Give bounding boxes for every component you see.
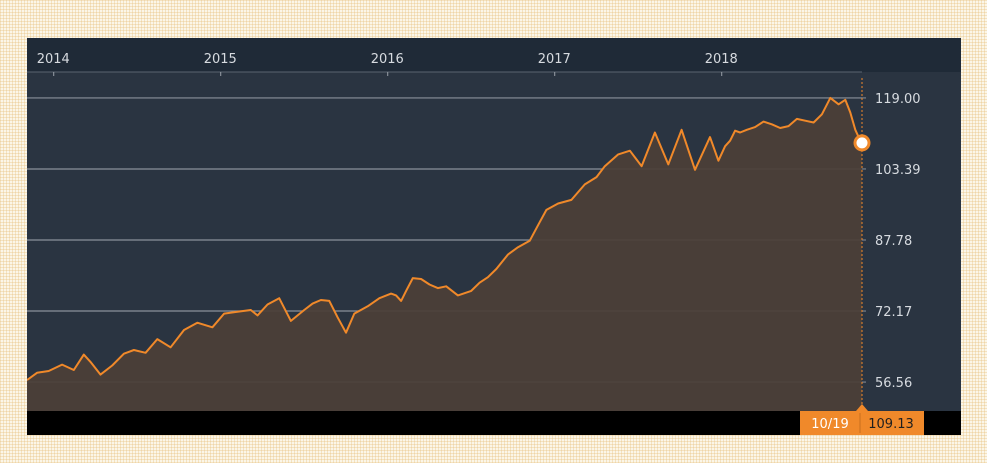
y-tick-label: 119.00 bbox=[875, 92, 921, 107]
y-tick-label: 72.17 bbox=[875, 305, 912, 320]
area-fill bbox=[27, 97, 862, 412]
date-badge bbox=[800, 411, 924, 435]
x-tick-label: 2017 bbox=[538, 52, 571, 67]
x-tick-label: 2016 bbox=[371, 52, 404, 67]
price-area bbox=[27, 96, 863, 412]
y-tick-label: 103.39 bbox=[875, 163, 921, 178]
y-axis-ticks: 119.00 103.39 87.78 72.17 56.56 bbox=[862, 92, 921, 391]
x-tick-label: 2014 bbox=[37, 52, 70, 67]
last-point-marker[interactable] bbox=[853, 134, 871, 152]
x-tick-label: 2015 bbox=[204, 52, 237, 67]
price-line bbox=[27, 96, 863, 381]
stock-price-chart: 2014 2015 2016 2017 2018 119.00 103.39 87.78 72… bbox=[27, 38, 961, 435]
last-date-label: 10/19 bbox=[811, 417, 848, 432]
badge-pointer bbox=[856, 404, 868, 411]
y-tick-label: 56.56 bbox=[875, 376, 912, 391]
y-tick-label: 87.78 bbox=[875, 234, 912, 249]
x-tick-label: 2018 bbox=[705, 52, 738, 67]
last-value-label: 109.13 bbox=[868, 417, 914, 432]
last-point-badge: 10/19 109.13 bbox=[800, 404, 924, 435]
x-axis-band bbox=[27, 38, 961, 72]
x-axis-ticks: 2014 2015 2016 2017 2018 bbox=[27, 52, 862, 76]
last-point-dot[interactable] bbox=[853, 134, 871, 152]
chart-canvas: 2014 2015 2016 2017 2018 119.00 103.39 87.78 72… bbox=[27, 38, 961, 435]
